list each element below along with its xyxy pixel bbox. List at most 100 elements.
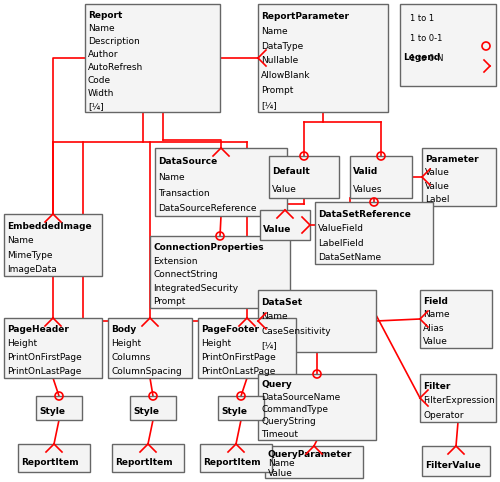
Text: Timeout: Timeout <box>261 430 298 439</box>
Text: EmbeddedImage: EmbeddedImage <box>7 222 91 231</box>
Text: Columns: Columns <box>111 353 150 362</box>
Bar <box>420 374 496 422</box>
Bar <box>108 318 192 378</box>
Bar <box>258 290 376 352</box>
Text: DataSetName: DataSetName <box>318 253 381 262</box>
Text: Values: Values <box>353 185 382 194</box>
Text: Height: Height <box>7 339 37 348</box>
Text: Name: Name <box>158 173 184 182</box>
Text: Value: Value <box>268 469 293 478</box>
Text: Alias: Alias <box>423 324 444 333</box>
Bar <box>269 156 339 198</box>
Text: ReportItem: ReportItem <box>203 458 260 467</box>
Text: PrintOnFirstPage: PrintOnFirstPage <box>7 353 82 362</box>
Bar <box>420 290 492 348</box>
Bar <box>36 396 82 420</box>
Text: ConnectionProperties: ConnectionProperties <box>153 243 264 252</box>
Text: ConnectString: ConnectString <box>153 270 218 279</box>
Text: MimeType: MimeType <box>7 251 52 260</box>
Text: FilterValue: FilterValue <box>425 461 481 470</box>
Text: Field: Field <box>423 297 448 306</box>
Bar <box>422 446 490 476</box>
Bar <box>200 444 272 472</box>
Text: Filter: Filter <box>423 382 450 391</box>
Text: 1 to 0-N: 1 to 0-N <box>410 54 444 63</box>
Text: Legend: Legend <box>403 53 440 62</box>
Text: Valid: Valid <box>353 167 378 176</box>
Text: DataSource: DataSource <box>158 157 217 166</box>
Bar <box>130 396 176 420</box>
Text: Default: Default <box>272 167 310 176</box>
Text: QueryParameter: QueryParameter <box>268 450 352 459</box>
Text: Extension: Extension <box>153 256 198 266</box>
Bar <box>258 374 376 440</box>
Bar <box>400 4 496 86</box>
Text: Name: Name <box>268 459 294 469</box>
Bar <box>265 446 363 478</box>
Text: [¼]: [¼] <box>88 102 104 111</box>
Text: PrintOnFirstPage: PrintOnFirstPage <box>201 353 276 362</box>
Text: IntegratedSecurity: IntegratedSecurity <box>153 284 238 293</box>
Text: Style: Style <box>221 407 247 416</box>
Text: CommandType: CommandType <box>261 405 328 414</box>
Text: FilterExpression: FilterExpression <box>423 396 495 405</box>
Text: DataType: DataType <box>261 41 303 51</box>
Bar <box>85 4 220 112</box>
Text: Name: Name <box>88 24 115 33</box>
Text: Value: Value <box>272 185 297 194</box>
Text: Author: Author <box>88 50 118 59</box>
Text: Name: Name <box>261 312 287 321</box>
Text: 1 to 1: 1 to 1 <box>410 14 434 23</box>
Bar <box>260 210 310 240</box>
Text: LabelField: LabelField <box>318 239 364 248</box>
Bar <box>18 444 90 472</box>
Text: Style: Style <box>39 407 65 416</box>
Text: Body: Body <box>111 325 136 335</box>
Text: Style: Style <box>133 407 159 416</box>
Text: ImageData: ImageData <box>7 265 57 274</box>
Text: Name: Name <box>261 27 287 36</box>
Text: Name: Name <box>7 236 34 245</box>
Text: DataSourceName: DataSourceName <box>261 392 340 402</box>
Text: ReportParameter: ReportParameter <box>261 12 349 21</box>
Text: Description: Description <box>88 37 140 46</box>
Bar <box>150 236 290 308</box>
Text: ReportItem: ReportItem <box>21 458 78 467</box>
Bar <box>350 156 412 198</box>
Text: Operator: Operator <box>423 411 464 420</box>
Text: Report: Report <box>88 11 122 20</box>
Text: Label: Label <box>425 195 450 204</box>
Bar <box>218 396 264 420</box>
Text: Name: Name <box>423 310 450 320</box>
Text: Transaction: Transaction <box>158 188 210 198</box>
Text: PrintOnLastPage: PrintOnLastPage <box>7 367 82 376</box>
Text: PageHeader: PageHeader <box>7 325 69 335</box>
Bar <box>258 4 388 112</box>
Text: CaseSensitivity: CaseSensitivity <box>261 327 330 335</box>
Text: PageFooter: PageFooter <box>201 325 259 335</box>
Text: ReportItem: ReportItem <box>115 458 172 467</box>
Text: Code: Code <box>88 76 111 85</box>
Text: QueryString: QueryString <box>261 417 316 427</box>
Bar <box>198 318 296 378</box>
Text: 1 to 0-1: 1 to 0-1 <box>410 34 442 43</box>
Bar <box>422 148 496 206</box>
Text: DataSourceReference: DataSourceReference <box>158 204 256 214</box>
Text: Parameter: Parameter <box>425 155 478 164</box>
Text: Height: Height <box>111 339 141 348</box>
Bar <box>112 444 184 472</box>
Bar <box>4 318 102 378</box>
Text: [¼]: [¼] <box>261 101 277 110</box>
Text: Value: Value <box>263 225 292 234</box>
Text: AutoRefresh: AutoRefresh <box>88 63 144 72</box>
Bar <box>155 148 287 216</box>
Bar <box>315 202 433 264</box>
Text: Width: Width <box>88 89 115 98</box>
Text: Prompt: Prompt <box>153 297 186 307</box>
Text: PrintOnLastPage: PrintOnLastPage <box>201 367 276 376</box>
Text: Height: Height <box>201 339 231 348</box>
Text: Value: Value <box>425 182 450 191</box>
Text: ValueField: ValueField <box>318 224 364 233</box>
Text: DataSetReference: DataSetReference <box>318 210 411 219</box>
Text: DataSet: DataSet <box>261 298 302 307</box>
